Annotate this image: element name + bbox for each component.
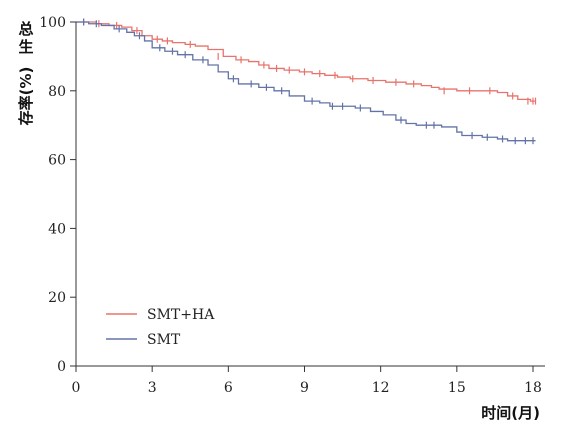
y-tick-label: 60 [48, 153, 66, 169]
x-tick-label: 3 [148, 380, 157, 396]
y-tick-label: 0 [57, 359, 66, 375]
x-tick-label: 6 [224, 380, 233, 396]
y-ticks: 0 20 40 60 80 100 [39, 15, 76, 375]
x-axis-title: 时间(月) [481, 404, 540, 422]
legend-label: SMT+HA [147, 307, 215, 323]
series-line-0 [76, 21, 536, 102]
x-tick-label: 15 [448, 380, 466, 396]
x-tick-label: 0 [72, 380, 81, 396]
x-tick-label: 12 [372, 380, 390, 396]
legend: SMT+HA SMT [106, 307, 215, 348]
y-axis-title-rotated: 存率(%) [17, 67, 35, 126]
y-tick-label: 100 [39, 15, 66, 31]
y-axis-title-char: 生 [18, 38, 33, 56]
y-axis-title-char: 总 [18, 20, 33, 38]
plot-area [76, 18, 537, 145]
series-line-1 [76, 21, 536, 142]
x-ticks: 0 3 6 9 12 15 18 [72, 366, 542, 396]
y-tick-label: 40 [48, 221, 66, 237]
y-tick-label: 80 [48, 84, 66, 100]
x-tick-label: 9 [300, 380, 309, 396]
y-tick-label: 20 [48, 290, 66, 306]
legend-label: SMT [147, 332, 181, 348]
axes [75, 22, 545, 367]
x-tick-label: 18 [524, 380, 542, 396]
